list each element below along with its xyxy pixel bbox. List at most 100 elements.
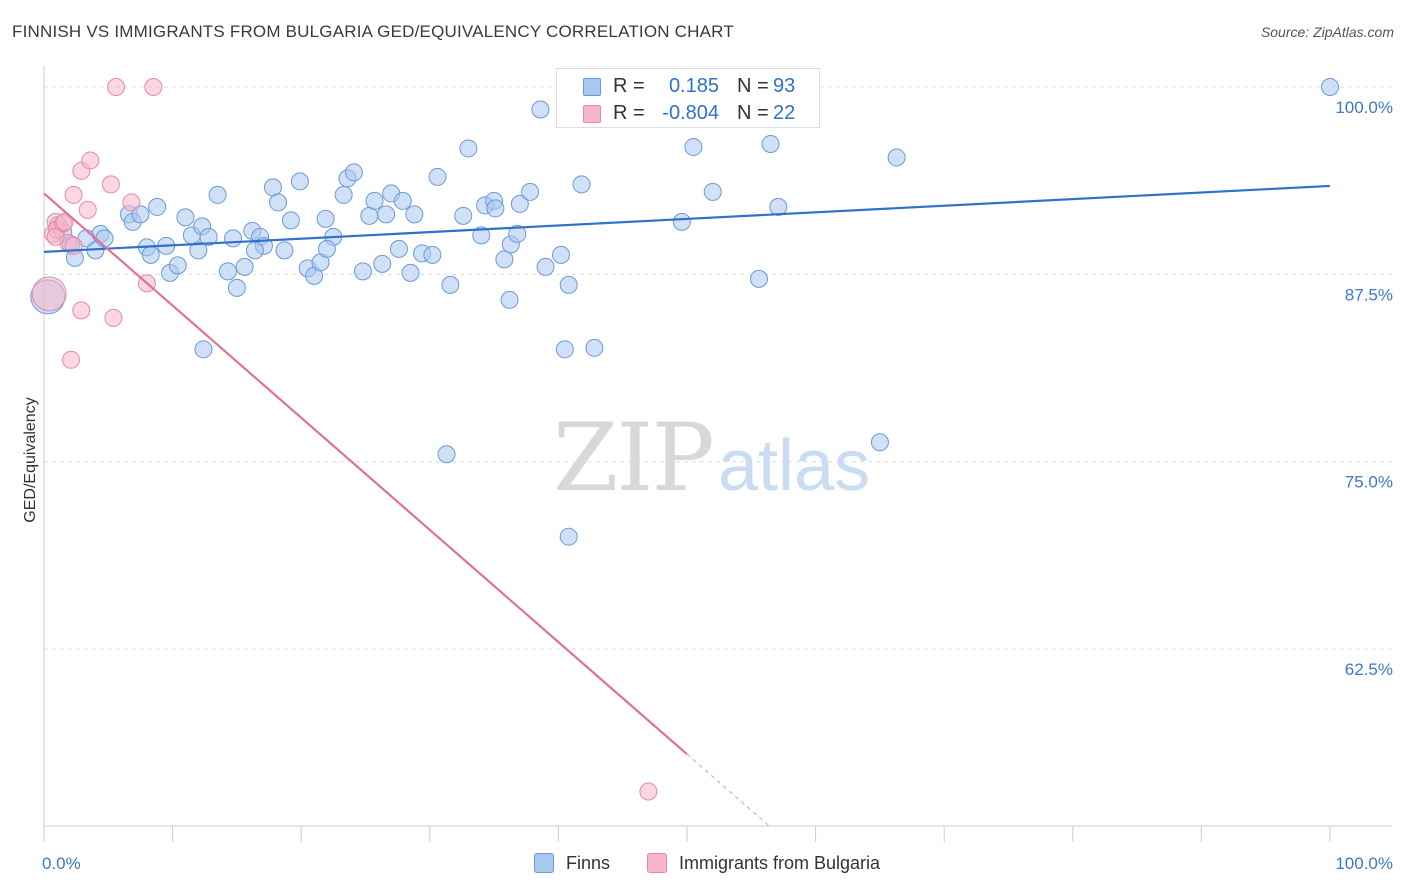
bulgaria-point [46,227,65,246]
finns-point [218,262,237,281]
finns-point [317,239,336,258]
finns-point [472,226,491,245]
finns-point [508,224,527,243]
bulgaria-legend-swatch [647,853,667,873]
finns-legend-label: Finns [566,853,611,873]
finns-point [555,340,574,359]
y-tick-label: 100.0% [1335,98,1393,117]
finns-point [131,205,150,224]
watermark-zip: ZIP [553,404,713,513]
finns-point [189,241,208,260]
bulgaria-point [64,236,83,255]
r-label: R = [613,102,645,124]
legend-row-finns: R = 0.185 N = 93 [557,73,819,101]
finns-trend-line [43,184,1331,253]
finns-point [703,182,722,201]
finns-point [750,269,769,288]
finns-point [401,263,420,282]
finns-point [405,205,424,224]
finns-swatch [583,78,601,96]
finns-point [672,212,691,231]
bulgaria-point [78,200,97,219]
bulgaria-point [144,77,163,96]
r-value-bulgaria: -0.804 [662,102,719,124]
bulgaria-point [31,276,67,312]
finns-point [393,191,412,210]
legend-row-bulgaria: R = -0.804 N = 22 [557,100,819,128]
finns-point [148,197,167,216]
finns-point [454,206,473,225]
bulgaria-legend-label: Immigrants from Bulgaria [679,853,881,873]
finns-point [208,185,227,204]
n-value-bulgaria: 22 [773,102,796,124]
finns-point [486,199,505,218]
finns-point [769,197,788,216]
finns-point [551,245,570,264]
finns-point [360,206,379,225]
finns-point [373,254,392,273]
finns-point [245,241,264,260]
chart-source: Source: ZipAtlas.com [1260,24,1394,40]
n-label: N = [737,102,769,124]
finns-point [559,275,578,294]
finns-point [684,137,703,156]
bulgaria-swatch [583,105,601,123]
n-value-finns: 93 [773,75,796,97]
finns-point [531,100,550,119]
x-tick-label: 100.0% [1335,854,1393,873]
finns-point [887,148,906,167]
y-axis-title: GED/Equivalency [22,397,39,522]
label-layer: 100.0% 87.5% 75.0% 62.5% 0.0% 100.0% GED/Equiv… [22,98,1393,873]
bulgaria-point [62,350,81,369]
n-label: N = [737,75,769,97]
finns-point [870,433,889,452]
bulgaria-point [72,301,91,320]
finns-point [141,245,160,264]
finns-point [459,139,478,158]
finns-point [500,290,519,309]
finns-point [437,445,456,464]
finns-point [423,245,442,264]
finns-point [290,172,309,191]
watermark-atlas: atlas [718,426,870,506]
bulgaria-point [107,77,126,96]
finns-point [194,340,213,359]
stats-legend: R = 0.185 N = 93 R = -0.804 N = 22 [556,68,820,128]
bulgaria-point [639,782,658,801]
chart-title: FINNISH VS IMMIGRANTS FROM BULGARIA GED/… [12,22,734,41]
finns-point [344,163,363,182]
bulgaria-trend-extension [686,753,770,827]
finns-point [521,182,540,201]
finns-point [389,239,408,258]
r-label: R = [613,75,645,97]
bulgaria-point [104,308,123,327]
finns-point [269,193,288,212]
finns-point [353,262,372,281]
finns-point [263,178,282,197]
axis-layer [43,66,1392,842]
finns-point [572,175,591,194]
finns-point [176,208,195,227]
finns-point [585,338,604,357]
finns-point [95,229,114,248]
grid-layer [44,86,1392,650]
finns-point [224,229,243,248]
bulgaria-point [122,193,141,212]
finns-point [227,278,246,297]
bottom-legend: Finns Immigrants from Bulgaria [0,851,1406,879]
finns-point [316,209,335,228]
finns-point [559,527,578,546]
bulgaria-point [55,212,74,231]
finns-point [510,194,529,213]
watermark-layer: ZIP atlas [553,404,870,513]
y-tick-label: 87.5% [1345,285,1393,304]
finns-point [281,211,300,230]
finns-point [536,257,555,276]
finns-point [761,134,780,153]
bulgaria-point [81,151,100,170]
r-value-finns: 0.185 [668,75,719,97]
finns-point [365,191,384,210]
bulgaria-point [101,175,120,194]
y-tick-label: 62.5% [1345,660,1393,679]
finns-point [1321,77,1339,96]
